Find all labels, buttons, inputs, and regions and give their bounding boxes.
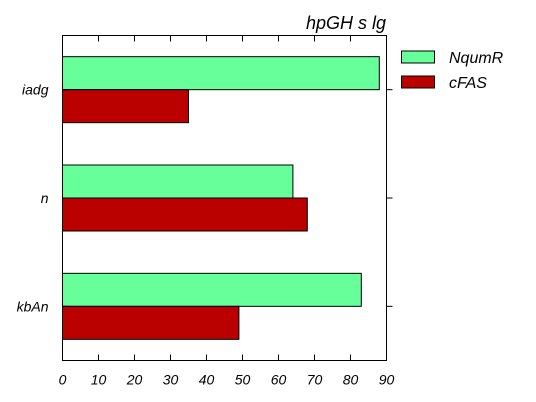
y-tick-label: iadg <box>22 82 49 98</box>
bars-group <box>63 57 380 340</box>
x-tick-label: 80 <box>343 372 359 388</box>
bar-cFAS-kbAn <box>63 306 239 339</box>
legend-swatch-NqumR <box>402 51 435 63</box>
legend-label-cFAS: cFAS <box>449 75 487 92</box>
x-tick-label: 90 <box>379 372 395 388</box>
bar-NqumR-n <box>63 165 293 198</box>
x-tick-label: 40 <box>199 372 215 388</box>
x-tick-label: 60 <box>271 372 287 388</box>
x-tick-label: 50 <box>235 372 251 388</box>
bar-cFAS-n <box>63 198 308 231</box>
bar-NqumR-kbAn <box>63 273 362 306</box>
x-tick-label: 30 <box>163 372 179 388</box>
x-tick-label: 20 <box>126 372 143 388</box>
x-tick-label: 70 <box>307 372 323 388</box>
y-tick-label: kbAn <box>17 298 49 314</box>
legend-label-NqumR: NqumR <box>449 50 504 67</box>
y-tick-label: n <box>41 190 49 206</box>
chart-title: hpGH s lg <box>306 13 386 33</box>
legend: NqumR cFAS <box>402 50 504 92</box>
legend-swatch-cFAS <box>402 76 435 88</box>
x-tick-label: 0 <box>59 372 67 388</box>
bar-cFAS-iadg <box>63 90 189 123</box>
x-tick-label: 10 <box>91 372 107 388</box>
bar-NqumR-iadg <box>63 57 380 90</box>
